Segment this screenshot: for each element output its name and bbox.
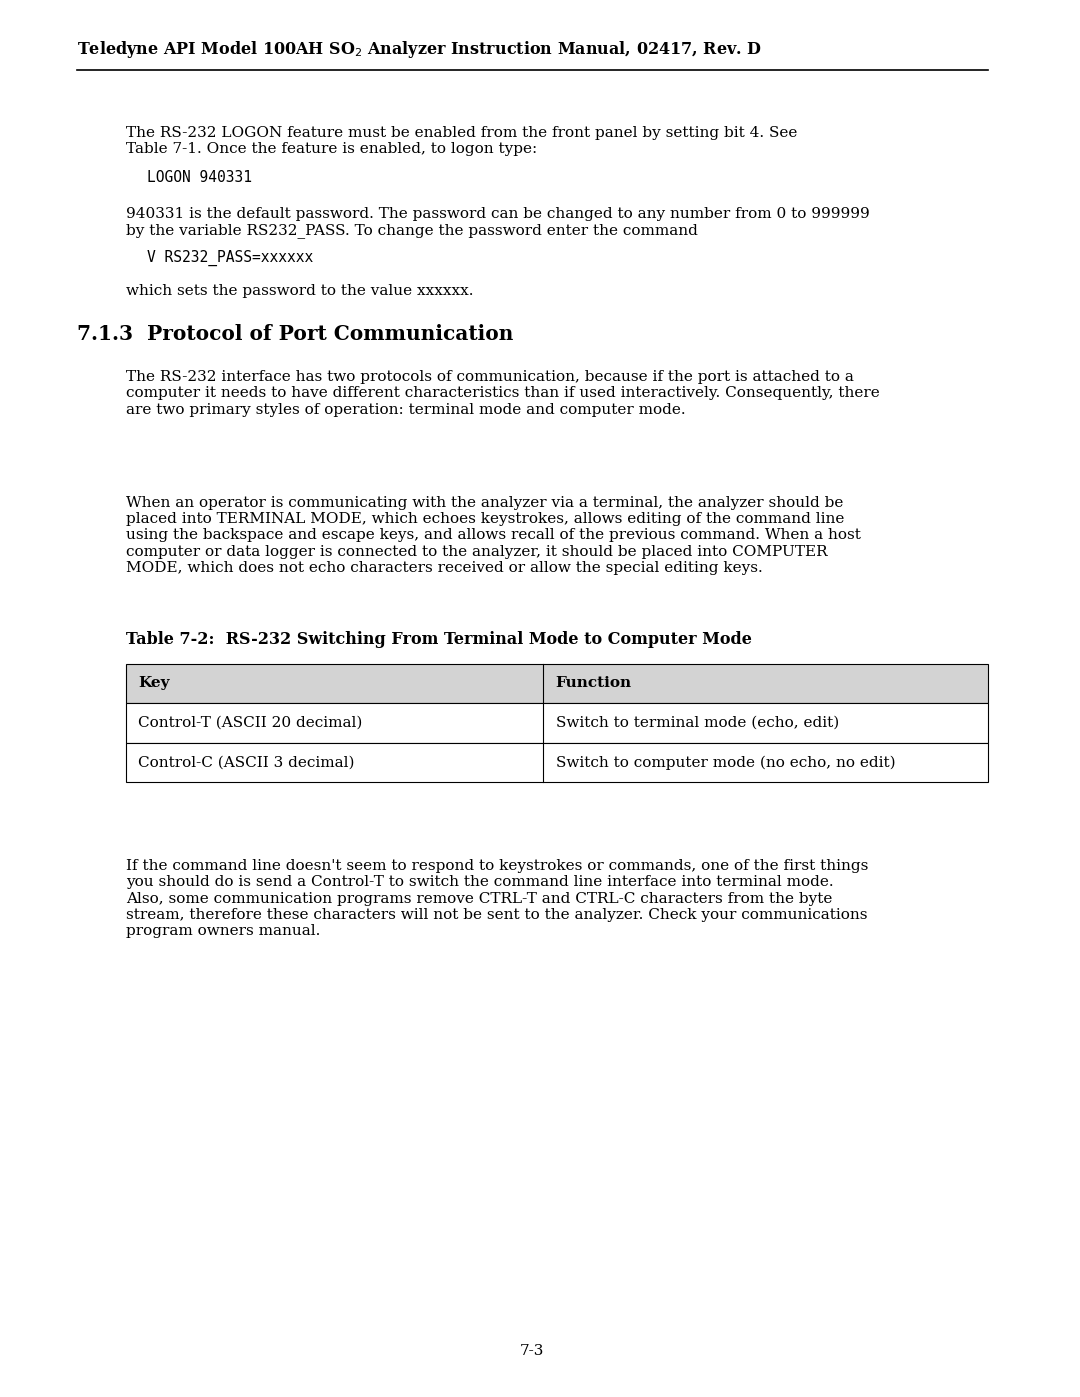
Text: Table 7-2:  RS-232 Switching From Terminal Mode to Computer Mode: Table 7-2: RS-232 Switching From Termina…	[125, 631, 752, 648]
Text: If the command line doesn't seem to respond to keystrokes or commands, one of th: If the command line doesn't seem to resp…	[125, 859, 868, 937]
Text: 7-3: 7-3	[521, 1344, 544, 1358]
Text: V RS232_PASS=xxxxxx: V RS232_PASS=xxxxxx	[147, 250, 313, 267]
Text: which sets the password to the value xxxxxx.: which sets the password to the value xxx…	[125, 284, 473, 298]
Text: When an operator is communicating with the analyzer via a terminal, the analyzer: When an operator is communicating with t…	[125, 496, 861, 574]
Text: 7.1.3  Protocol of Port Communication: 7.1.3 Protocol of Port Communication	[77, 324, 513, 344]
Text: Switch to terminal mode (echo, edit): Switch to terminal mode (echo, edit)	[556, 715, 839, 731]
FancyBboxPatch shape	[125, 664, 988, 703]
Text: Teledyne API Model 100AH SO$_2$ Analyzer Instruction Manual, 02417, Rev. D: Teledyne API Model 100AH SO$_2$ Analyzer…	[77, 39, 761, 60]
FancyBboxPatch shape	[125, 703, 988, 743]
Text: Key: Key	[138, 676, 170, 690]
Text: Function: Function	[556, 676, 632, 690]
Text: Control-T (ASCII 20 decimal): Control-T (ASCII 20 decimal)	[138, 715, 363, 731]
Text: The RS-232 LOGON feature must be enabled from the front panel by setting bit 4. : The RS-232 LOGON feature must be enabled…	[125, 126, 797, 156]
Text: Switch to computer mode (no echo, no edit): Switch to computer mode (no echo, no edi…	[556, 756, 895, 770]
FancyBboxPatch shape	[125, 743, 988, 782]
Text: Control-C (ASCII 3 decimal): Control-C (ASCII 3 decimal)	[138, 756, 355, 770]
Text: The RS-232 interface has two protocols of communication, because if the port is : The RS-232 interface has two protocols o…	[125, 370, 879, 416]
Text: LOGON 940331: LOGON 940331	[147, 170, 252, 186]
Text: 940331 is the default password. The password can be changed to any number from 0: 940331 is the default password. The pass…	[125, 207, 869, 237]
